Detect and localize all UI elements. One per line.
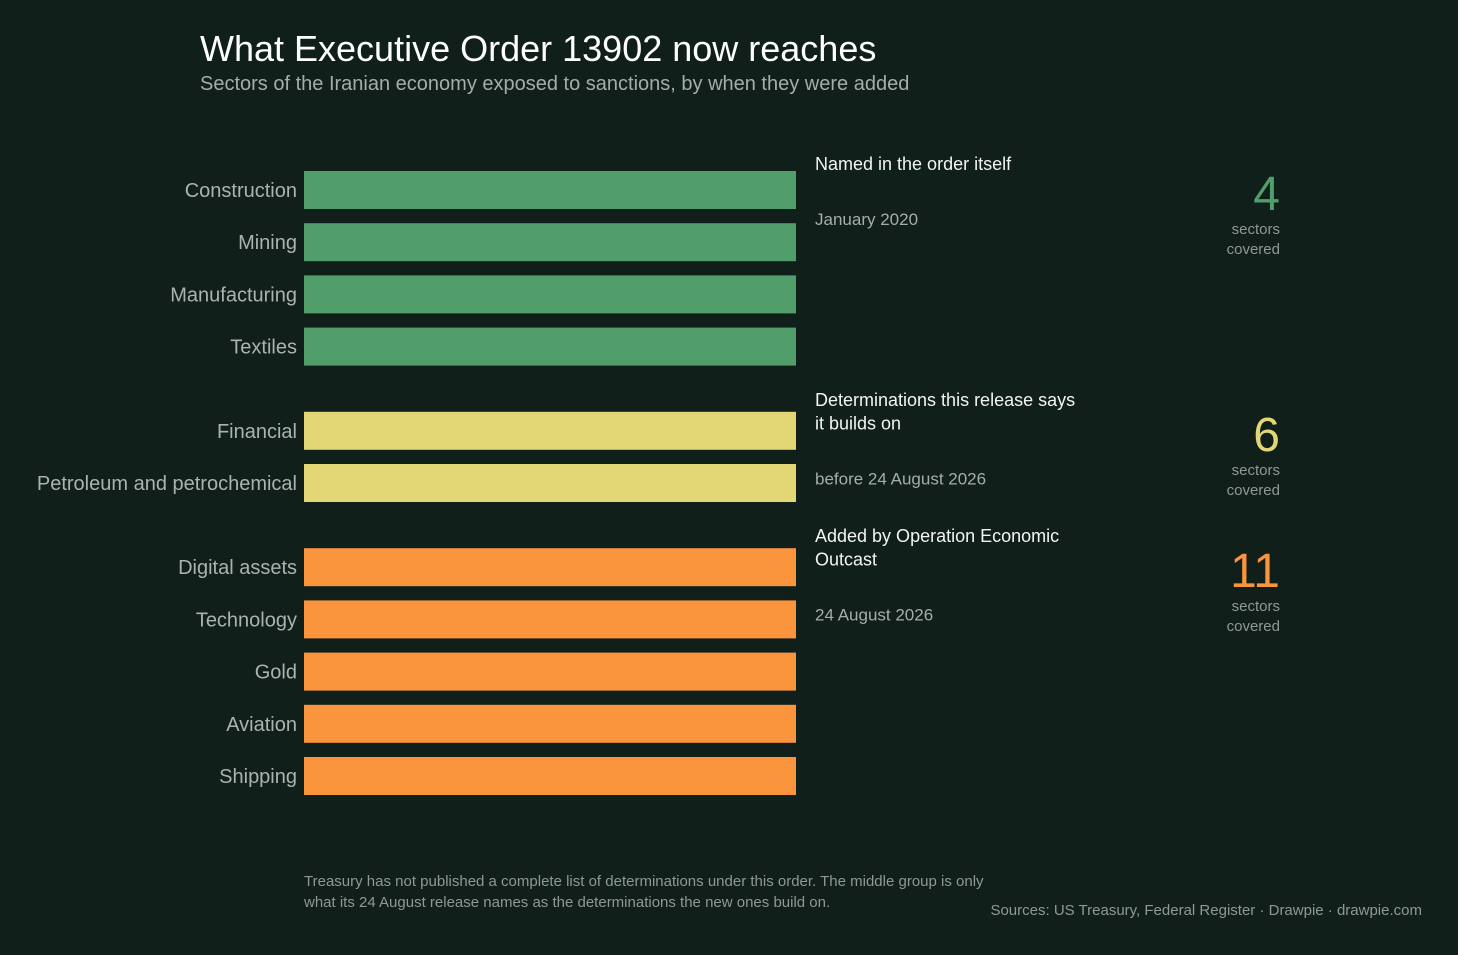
sector-count: 4	[1253, 168, 1280, 221]
category-label: Manufacturing	[170, 284, 297, 306]
category-label: Petroleum and petrochemical	[37, 473, 297, 495]
category-label: Digital assets	[178, 557, 297, 579]
group-name: Determinations this release says	[815, 390, 1075, 410]
group-date: 24 August 2026	[815, 606, 933, 625]
group-name: Added by Operation Economic	[815, 526, 1059, 546]
bar	[304, 704, 796, 743]
group-name: it builds on	[815, 413, 901, 433]
category-label: Aviation	[226, 714, 297, 736]
bar	[304, 411, 796, 450]
count-caption: sectors	[1232, 221, 1280, 238]
count-caption: covered	[1227, 241, 1280, 258]
bar	[304, 600, 796, 639]
count-caption: covered	[1227, 482, 1280, 499]
count-caption: sectors	[1232, 598, 1280, 615]
chart-title: What Executive Order 13902 now reaches	[200, 28, 877, 69]
category-label: Mining	[238, 232, 297, 254]
count-caption: covered	[1227, 618, 1280, 635]
sources-credit: Sources: US Treasury, Federal Register ·…	[990, 902, 1422, 919]
bar	[304, 652, 796, 691]
chart-subtitle: Sectors of the Iranian economy exposed t…	[200, 73, 910, 95]
category-label: Gold	[255, 662, 297, 684]
bar	[304, 327, 796, 366]
bar	[304, 275, 796, 314]
group-name: Outcast	[815, 550, 877, 570]
footnote: Treasury has not published a complete li…	[304, 873, 984, 911]
bar	[304, 223, 796, 262]
category-label: Shipping	[219, 766, 297, 788]
count-caption: sectors	[1232, 462, 1280, 479]
category-label: Construction	[185, 180, 297, 202]
bar	[304, 757, 796, 795]
group-name: Named in the order itself	[815, 154, 1012, 174]
group-date: January 2020	[815, 210, 918, 229]
bar	[304, 548, 796, 587]
sector-count: 6	[1253, 409, 1280, 462]
category-label: Technology	[196, 609, 297, 631]
category-label: Textiles	[230, 337, 297, 359]
group-date: before 24 August 2026	[815, 469, 986, 488]
bar	[304, 171, 796, 209]
bar	[304, 464, 796, 502]
sector-count: 11	[1230, 545, 1280, 598]
category-label: Financial	[217, 421, 297, 443]
